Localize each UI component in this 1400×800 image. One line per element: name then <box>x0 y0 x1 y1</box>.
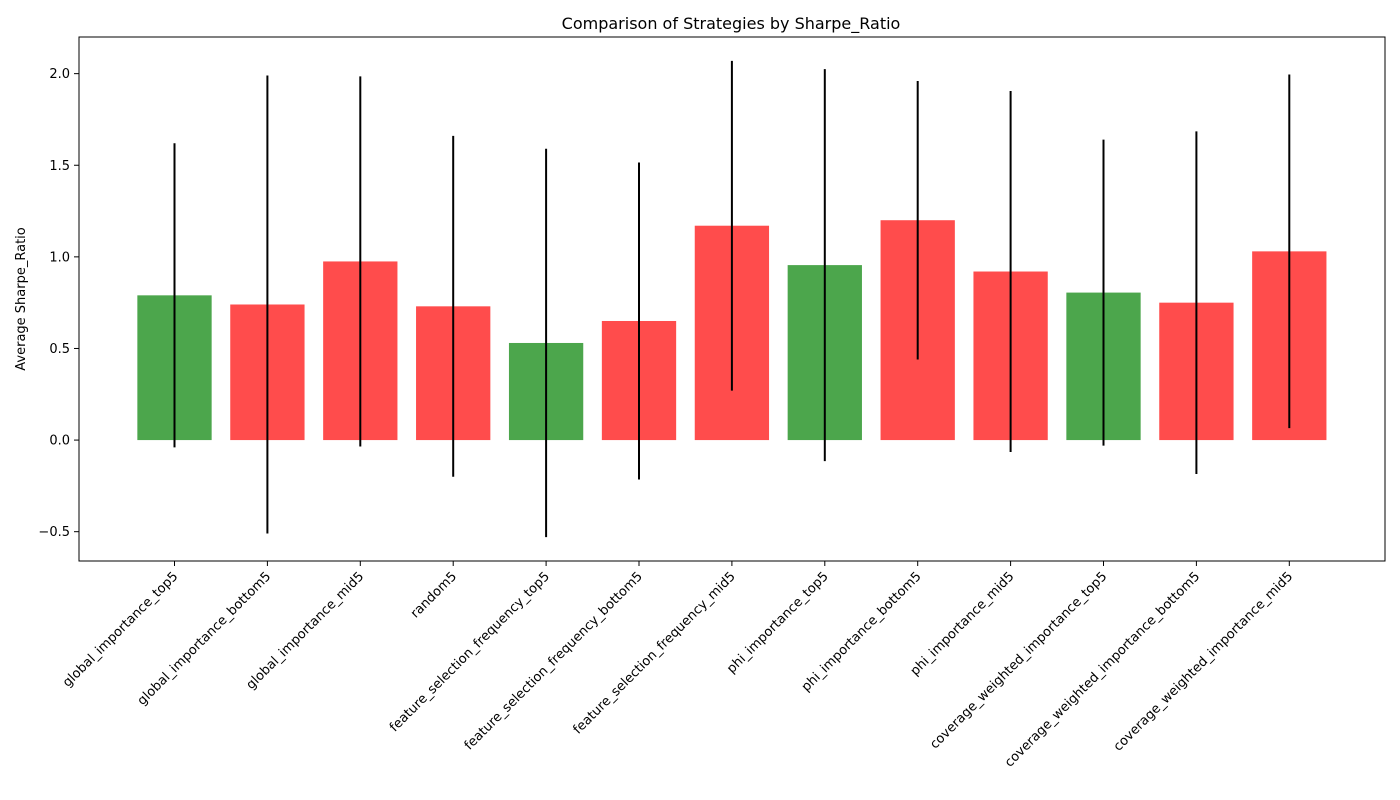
y-axis: −0.5 0.0 0.5 1.0 1.5 2.0 <box>38 67 79 540</box>
y-tick-label: 0.0 <box>49 434 70 449</box>
x-tick-label: feature_selection_frequency_mid5 <box>571 569 739 737</box>
x-tick-label: random5 <box>408 569 460 621</box>
x-tick-label: coverage_weighted_importance_mid5 <box>1111 569 1296 754</box>
x-axis: global_importance_top5global_importance_… <box>60 561 1296 770</box>
y-tick-label: 1.5 <box>49 159 70 174</box>
x-tick-label: phi_importance_mid5 <box>908 569 1018 679</box>
y-tick-label: 0.5 <box>49 342 70 357</box>
y-tick-label: 1.0 <box>49 250 70 265</box>
x-tick-label: feature_selection_frequency_top5 <box>387 569 553 735</box>
y-axis-label: Average Sharpe_Ratio <box>14 227 29 370</box>
error-bars-layer <box>173 60 1291 538</box>
y-tick-label: 2.0 <box>49 67 70 82</box>
x-tick-label: coverage_weighted_importance_top5 <box>927 569 1110 752</box>
chart-title: Comparison of Strategies by Sharpe_Ratio <box>562 14 901 34</box>
x-tick-label: phi_importance_top5 <box>724 569 831 676</box>
y-tick-label: −0.5 <box>38 525 70 540</box>
x-tick-label: feature_selection_frequency_bottom5 <box>462 569 646 753</box>
x-tick-label: coverage_weighted_importance_bottom5 <box>1002 569 1203 770</box>
